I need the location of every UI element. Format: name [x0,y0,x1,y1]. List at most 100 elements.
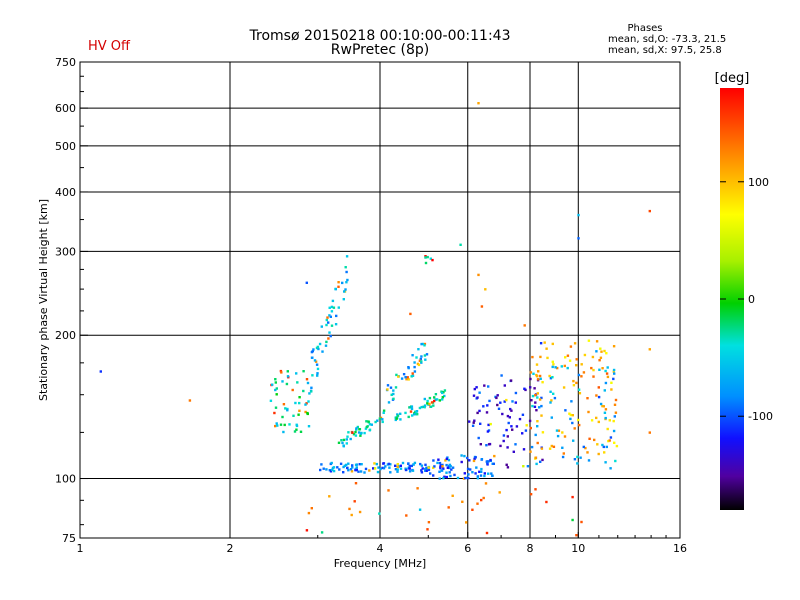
data-point [539,377,542,380]
data-point [295,424,299,428]
data-point [575,358,578,361]
data-point [407,378,410,381]
data-point [483,474,486,478]
data-point [357,470,360,473]
data-point [327,321,330,324]
data-point [392,389,395,392]
data-point [432,474,435,477]
data-point [536,441,539,445]
data-point [347,469,350,472]
data-point [345,442,348,445]
data-point [509,379,513,382]
data-point [396,468,399,471]
data-point [312,348,315,351]
data-point [325,468,328,471]
data-point [294,401,297,405]
data-point [298,396,301,399]
data-point [420,342,423,346]
data-point [341,281,344,285]
data-point [551,342,554,346]
data-point [420,405,423,409]
data-point [531,404,534,408]
data-point [551,376,554,379]
data-point [418,359,422,362]
data-point [399,467,403,470]
data-point [394,468,398,471]
data-point [269,399,273,402]
data-point [410,464,413,468]
data-point [311,374,314,377]
data-point [495,396,498,400]
data-point [564,356,567,359]
data-point [442,391,445,394]
data-point [275,393,278,396]
data-point [409,410,413,413]
data-point [349,437,352,441]
data-point [368,469,371,472]
data-point [601,404,604,408]
data-point [551,365,554,369]
data-point [536,420,539,423]
data-point [448,471,451,474]
data-point [426,528,429,531]
data-point [548,447,552,450]
data-point [311,350,314,353]
data-point [354,468,357,472]
data-point [363,431,366,435]
data-point [592,375,595,378]
data-point [410,375,413,378]
data-point [550,416,553,419]
data-point [533,405,537,408]
data-point [320,463,323,466]
data-point [471,471,474,474]
data-point [591,355,595,359]
grid-lines [80,62,680,538]
data-point [439,465,442,468]
data-point [572,384,576,387]
data-point [350,513,353,517]
data-point [328,495,331,498]
data-point [331,468,334,471]
data-point [274,388,277,392]
data-point [328,314,331,317]
data-point [389,471,392,474]
data-point [302,370,305,373]
data-point [477,273,480,277]
data-point [441,398,444,401]
data-point [505,398,508,402]
data-point [502,434,506,437]
data-point [372,467,375,470]
data-point [612,345,616,348]
data-point [346,278,349,282]
phases-x-line: mean, sd,X: 97.5, 25.8 [608,45,722,56]
data-point [316,374,319,377]
data-point [456,476,460,480]
data-point [579,456,582,459]
data-point [282,430,285,434]
data-point [466,456,469,460]
data-point [604,461,607,464]
data-point [356,425,359,429]
data-point [479,474,483,477]
data-point [563,364,566,368]
data-point [368,428,372,431]
data-point [465,521,468,524]
data-point [423,404,427,407]
data-point [337,441,341,444]
data-point [648,348,651,351]
data-point [512,450,515,453]
data-point [577,237,580,240]
data-point [612,429,616,433]
data-point [376,470,380,474]
data-point [539,355,542,359]
data-point [511,400,514,403]
data-point [413,370,417,373]
data-point [529,450,532,453]
data-point [534,394,537,397]
data-point [308,392,311,395]
data-point [434,393,438,396]
data-point [386,388,389,391]
data-point [492,462,495,465]
data-point [446,466,450,469]
data-point [597,420,600,424]
